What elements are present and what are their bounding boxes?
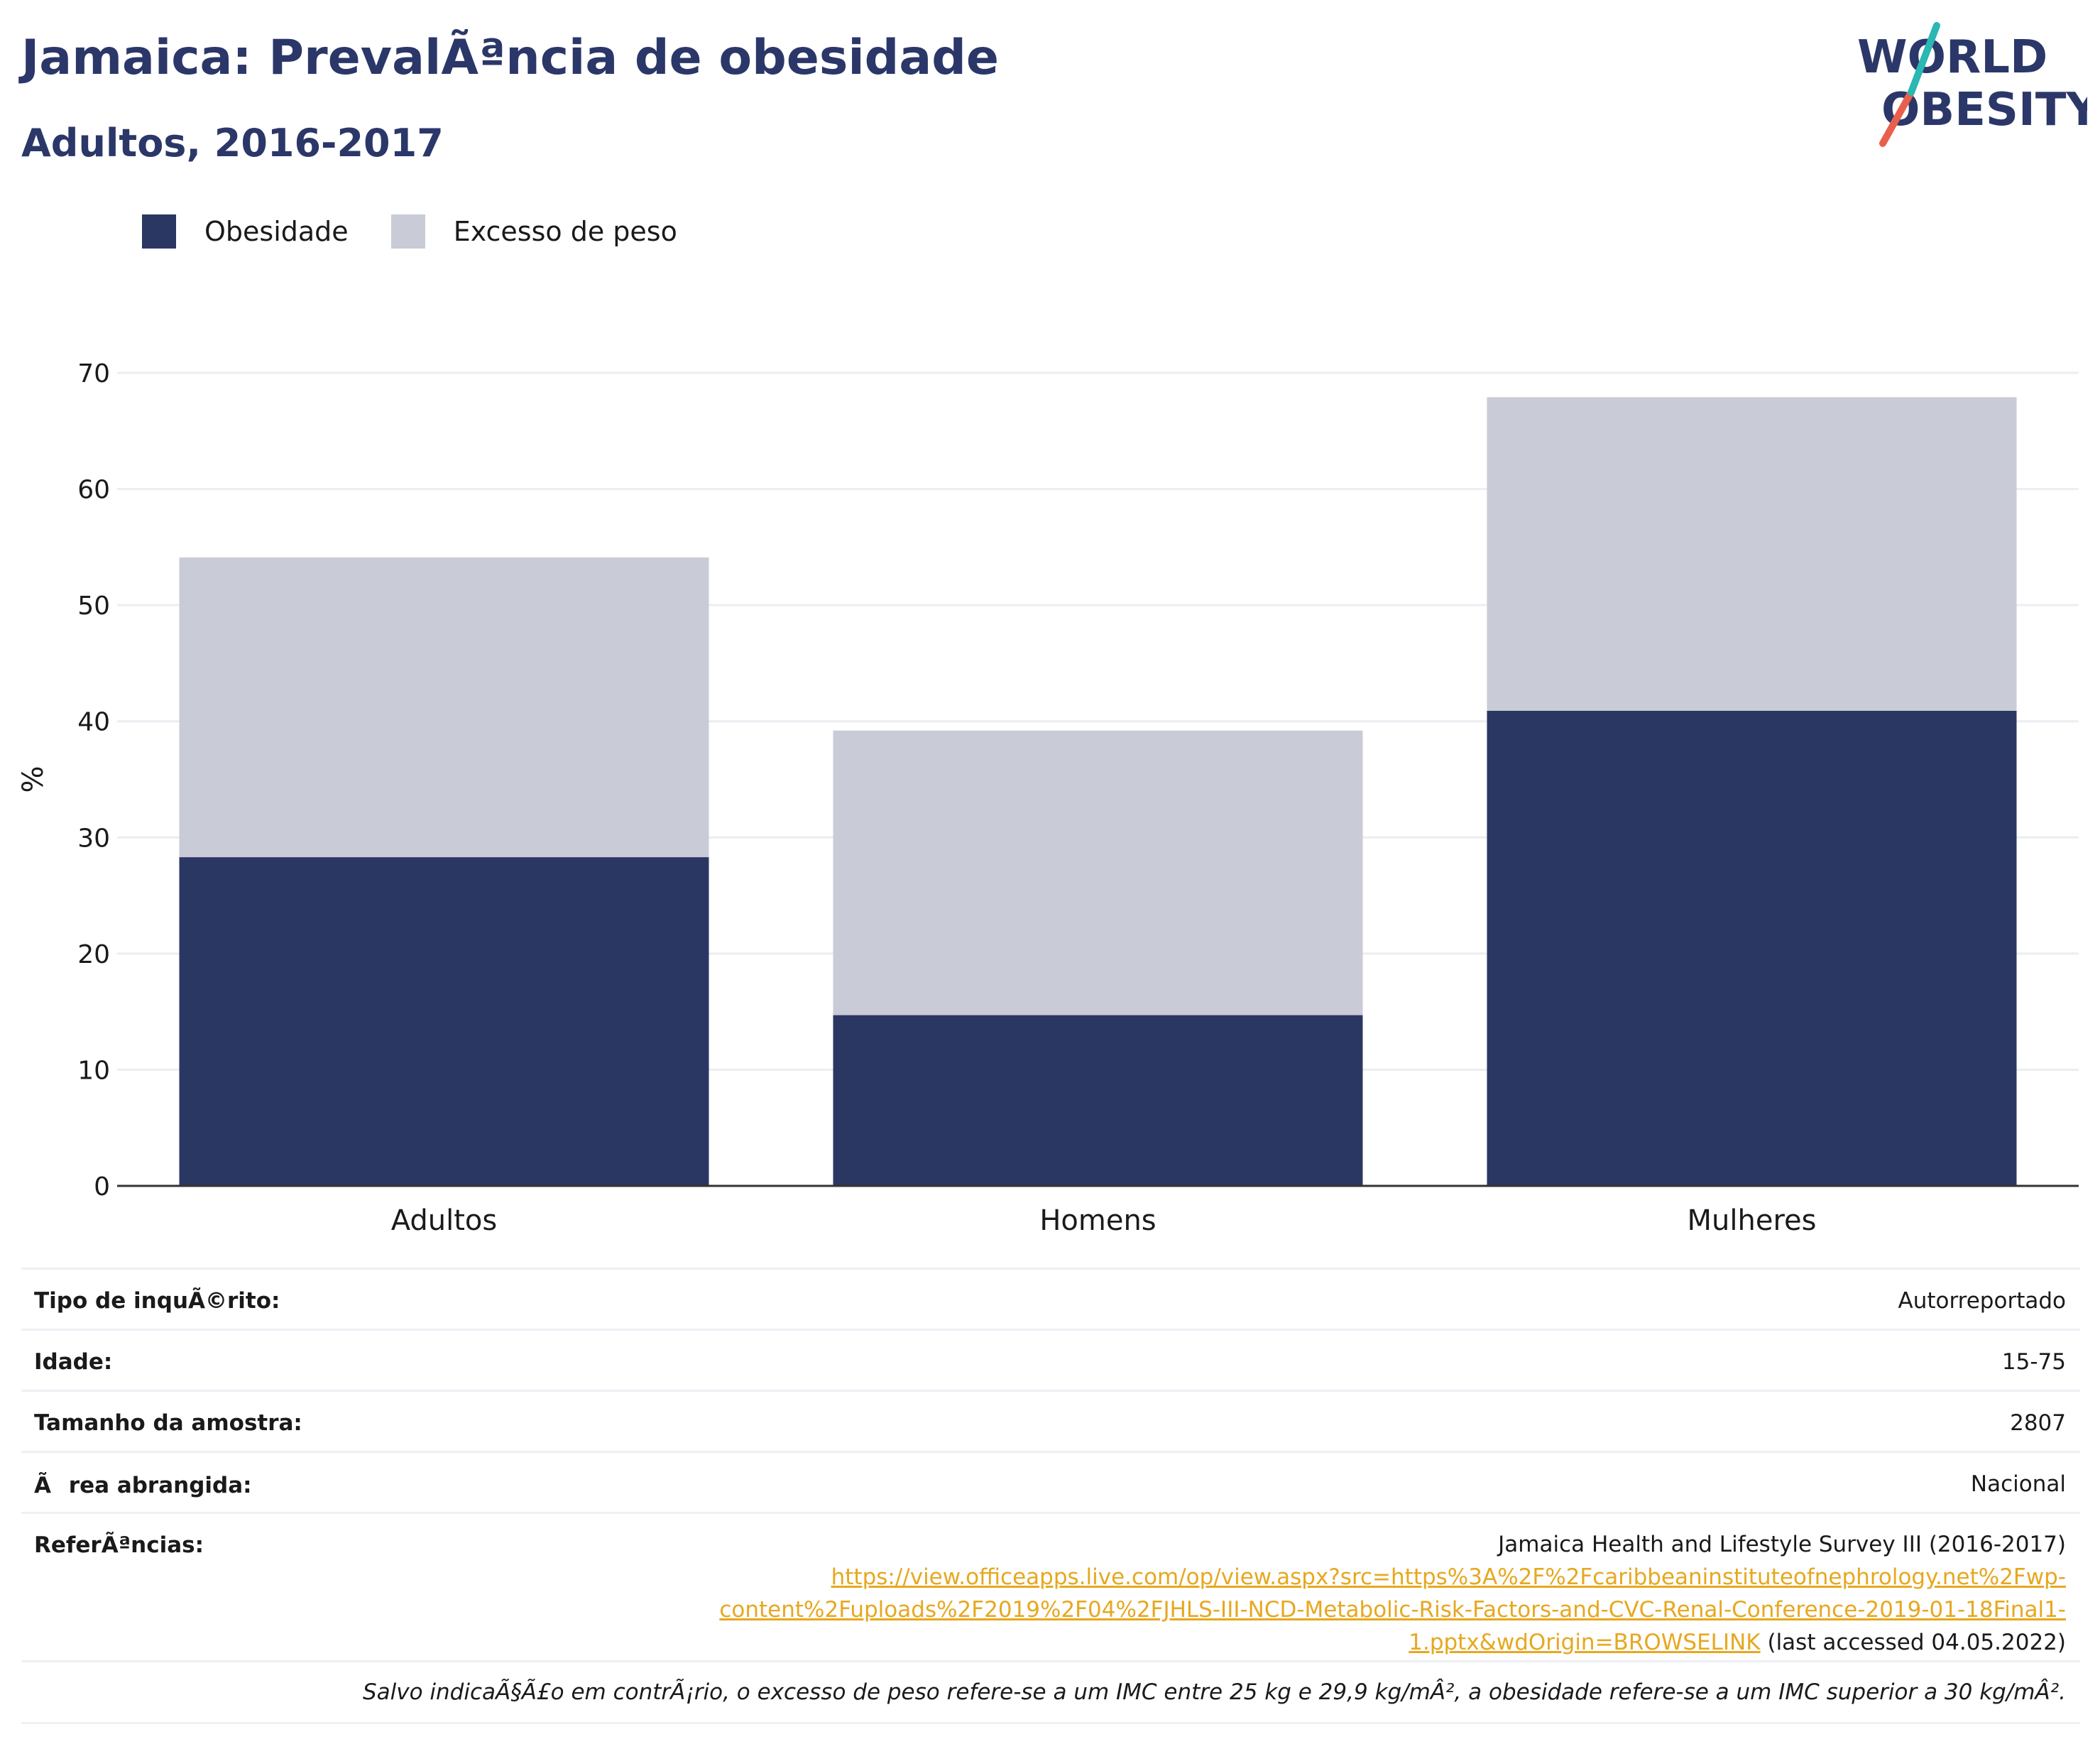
legend-label-obesity: Obesidade [204,216,349,247]
survey-type-label: Tipo de inquÃ©rito: [34,1288,280,1314]
legend-swatch-obesity [142,214,176,249]
references-value: Jamaica Health and Lifestyle Survey III … [719,1528,2066,1659]
y-axis-label: % [17,765,50,792]
reference-link-line3[interactable]: 1.pptx&wdOrigin=BROWSELINK [1409,1630,1761,1655]
bar-obesity-mulheres [1487,710,2017,1186]
bar-overweight-mulheres [1487,397,2017,711]
sample-value: 2807 [2010,1410,2066,1436]
logo-line1: WORLD [1857,31,2047,84]
page-title: Jamaica: PrevalÃªncia de obesidade [21,30,999,86]
y-tick-label: 40 [77,708,110,737]
bar-obesity-homens [833,1015,1363,1186]
x-tick-label: Homens [1039,1204,1156,1237]
sample-label: Tamanho da amostra: [34,1410,302,1436]
reference-accessed: (last accessed 04.05.2022) [1760,1630,2066,1655]
info-row-age: Idade: 15-75 [21,1329,2080,1390]
x-tick-label: Mulheres [1688,1204,1817,1237]
survey-type-value: Autorreportado [1898,1288,2067,1314]
world-obesity-logo: WORLD OBESITY [1857,22,2087,147]
legend-swatch-overweight [390,214,425,249]
legend-label-overweight: Excesso de peso [453,216,677,247]
bar-chart: 0 10 20 30 40 50 60 70 Adultos Homens Mulheres% [17,359,2079,1237]
bar-obesity-adultos [179,857,709,1186]
info-row-area: Ãrea abrangida: Nacional [21,1451,2080,1512]
logo-slash-teal [1908,22,1940,96]
logo-slash-red [1879,89,1915,147]
bar-overweight-adultos [179,557,709,858]
info-row-survey-type: Tipo de inquÃ©rito: Autorreportado [21,1268,2080,1329]
references-label: ReferÃªncias: [34,1532,204,1558]
reference-link-line1[interactable]: https://view.officeapps.live.com/op/view… [831,1564,2066,1590]
survey-info-table: Tipo de inquÃ©rito: Autorreportado Idade… [21,1268,2080,1724]
info-row-references: ReferÃªncias: Jamaica Health and Lifesty… [21,1512,2080,1660]
age-value: 15-75 [2001,1349,2066,1375]
area-value: Nacional [1970,1471,2066,1497]
y-tick-label: 70 [77,359,110,388]
y-tick-label: 50 [77,592,110,621]
age-label: Idade: [34,1349,113,1375]
reference-link-line2[interactable]: content%2Fuploads%2F2019%2F04%2FJHLS-III… [719,1597,2066,1623]
area-label: Ãrea abrangida: [34,1473,252,1498]
logo-line2: OBESITY [1881,84,2087,136]
y-tick-label: 30 [77,824,110,853]
info-row-sample: Tamanho da amostra: 2807 [21,1390,2080,1451]
y-tick-label: 60 [77,476,110,505]
reference-title: Jamaica Health and Lifestyle Survey III … [1498,1532,2066,1557]
bar-overweight-homens [833,730,1363,1015]
footnote: Salvo indicaÃ§Ã£o em contrÃ¡rio, o exces… [21,1660,2080,1724]
page-subtitle: Adultos, 2016-2017 [21,121,444,165]
y-tick-label: 0 [94,1172,110,1202]
y-tick-label: 10 [77,1056,110,1085]
x-tick-label: Adultos [391,1204,498,1237]
chart-legend: Obesidade Excesso de peso [142,213,720,250]
y-tick-label: 20 [77,940,110,969]
